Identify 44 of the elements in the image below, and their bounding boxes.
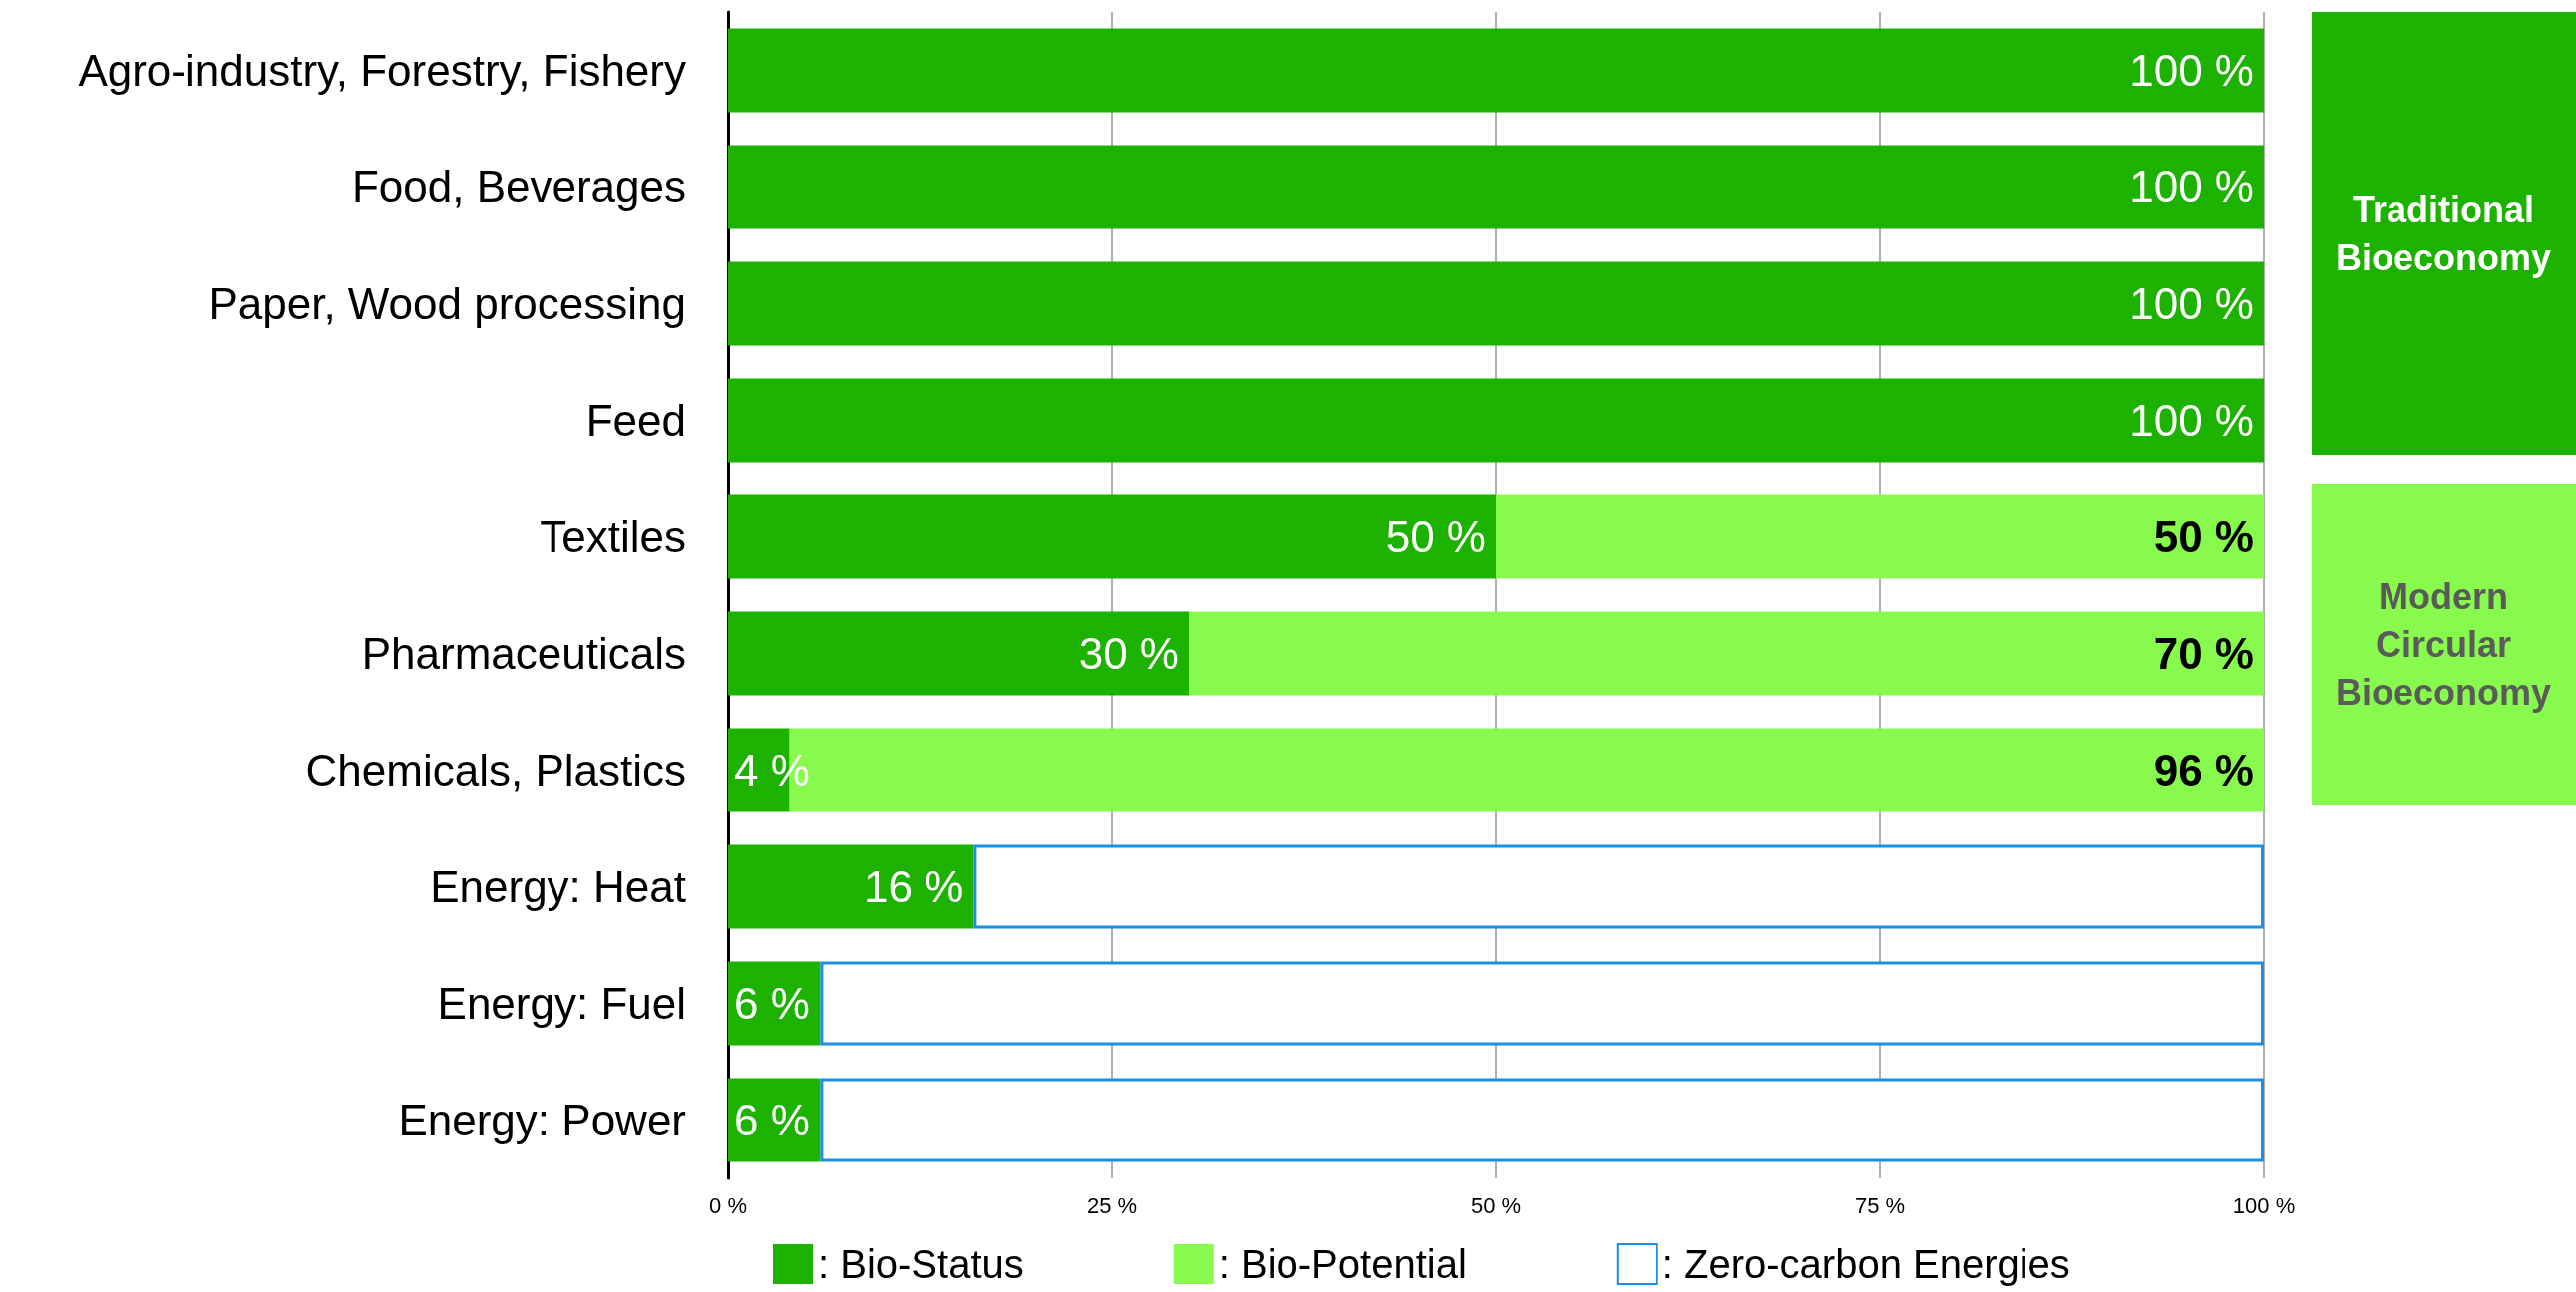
- bar: [728, 494, 1496, 579]
- y-tick-label: Textiles: [540, 512, 686, 561]
- data-label: 100 %: [2129, 162, 2254, 211]
- legend-label: : Bio-Potential: [1218, 1242, 1467, 1286]
- x-tick-label: 75 %: [1854, 1192, 1906, 1218]
- x-tick-label: 100 %: [2232, 1192, 2296, 1218]
- y-tick-label: Agro-industry, Forestry, Fishery: [78, 46, 686, 95]
- data-label: 16 %: [864, 862, 964, 911]
- bar: [1496, 494, 2264, 579]
- y-tick-label: Feed: [585, 396, 686, 445]
- bar: [728, 611, 1189, 696]
- data-label: 6 %: [734, 1096, 810, 1144]
- data-label: 96 %: [2153, 746, 2254, 795]
- text: Modern Circular Bioeconomy: [2335, 576, 2552, 713]
- data-label: 100 %: [2129, 279, 2254, 328]
- bar: [728, 844, 974, 929]
- y-tick-label: Chemicals, Plastics: [305, 746, 686, 795]
- bar: [973, 844, 2264, 929]
- y-tick-label: Pharmaceuticals: [361, 629, 686, 678]
- data-label: 50 %: [1385, 512, 1486, 561]
- bar: [728, 261, 2264, 346]
- y-tick-label: Energy: Power: [398, 1096, 686, 1144]
- bar: [820, 1078, 2264, 1162]
- x-tick-label: 25 %: [1086, 1192, 1138, 1218]
- y-tick-label: Food, Beverages: [351, 162, 686, 211]
- y-tick-label: Energy: Heat: [430, 862, 686, 911]
- x-tick-label: 0 %: [709, 1192, 747, 1218]
- legend-label: : Zero-carbon Energies: [1661, 1242, 2070, 1286]
- data-label: 100 %: [2129, 396, 2254, 445]
- data-label: 70 %: [2153, 629, 2254, 678]
- y-tick-label: Paper, Wood processing: [208, 279, 686, 328]
- data-label: 50 %: [2153, 512, 2254, 561]
- data-label: 6 %: [734, 979, 810, 1028]
- y-tick-label: Energy: Fuel: [437, 979, 686, 1028]
- bar: [728, 28, 2264, 113]
- bar: [1189, 611, 2264, 696]
- bar: [820, 961, 2264, 1046]
- legend-label: : Bio-Status: [818, 1242, 1024, 1286]
- data-label: 30 %: [1078, 629, 1179, 678]
- bar: [728, 145, 2264, 229]
- x-tick-label: 50 %: [1470, 1192, 1522, 1218]
- data-label: 100 %: [2129, 46, 2254, 95]
- text: Traditional Bioeconomy: [2335, 188, 2552, 278]
- bar: [728, 378, 2264, 463]
